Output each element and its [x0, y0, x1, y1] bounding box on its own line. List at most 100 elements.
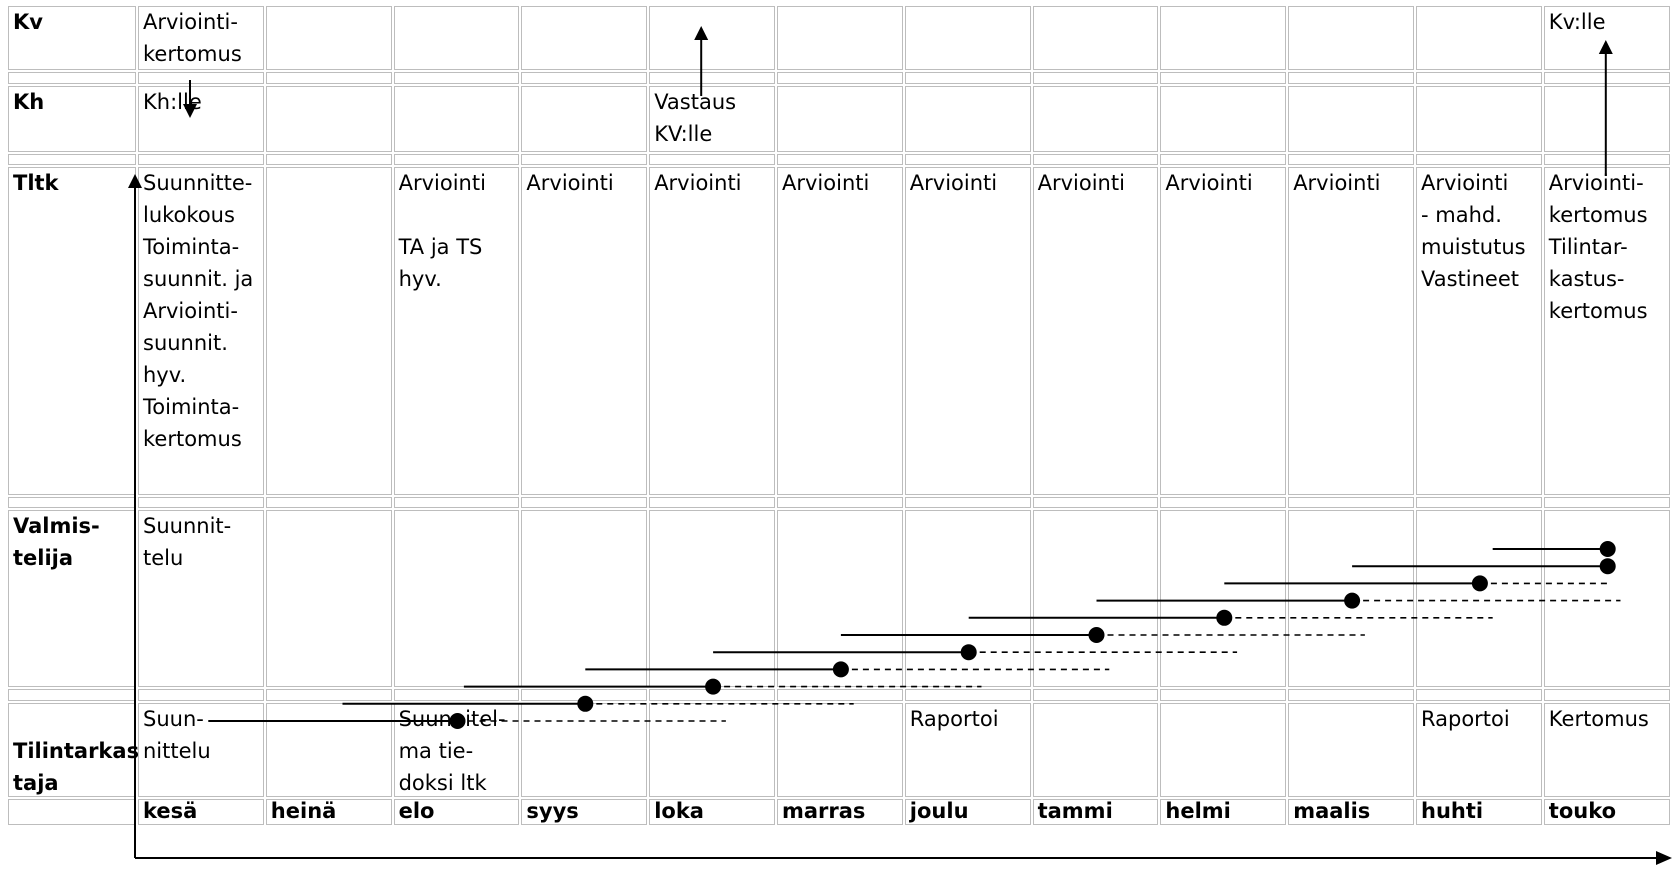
cell-tilintarkastaja-kesä: Suun-nittelu — [138, 703, 264, 797]
cell-tltk-joulu: Arviointi — [904, 167, 1031, 495]
cell-kh-kesä: Kh:lle — [138, 86, 264, 152]
cell-text: Arviointi — [909, 171, 998, 195]
cell-kh-syys — [521, 86, 648, 152]
cell-text: suunnit. — [143, 331, 228, 355]
row-label-text: taja — [13, 771, 59, 795]
cell-kv-elo — [393, 6, 520, 70]
month-label: maalis — [1293, 799, 1371, 823]
cell-text: kertomus — [143, 42, 242, 66]
month-label: elo — [398, 799, 435, 823]
cell-tltk-helmi: Arviointi — [1160, 167, 1287, 495]
month-label: touko — [1548, 799, 1617, 823]
row-label-text: Kh — [13, 90, 45, 114]
cell-kv-heinä — [265, 6, 392, 70]
month-label: kesä — [143, 799, 198, 823]
cell-text: - mahd. — [1421, 203, 1502, 227]
spacer-cell — [521, 497, 648, 508]
spacer-cell — [777, 154, 903, 165]
month-elo: elo — [393, 799, 520, 825]
cell-kv-kesä: Arviointi-kertomus — [138, 6, 264, 70]
cell-kh-elo — [393, 86, 520, 152]
spacer-cell — [1543, 689, 1670, 701]
row-label-kv: Kv — [8, 6, 136, 70]
row-label-text: Tilintarkas- — [13, 739, 148, 763]
cell-kv-huhti — [1416, 6, 1542, 70]
cell-tltk-marras: Arviointi — [777, 167, 903, 495]
cell-text: lukokous — [143, 203, 235, 227]
cell-text: telu — [143, 546, 184, 570]
month-label: tammi — [1037, 799, 1113, 823]
spacer-cell — [904, 154, 1031, 165]
spacer-label-cell — [8, 154, 136, 165]
spacer-cell — [265, 154, 392, 165]
spacer-cell — [521, 154, 648, 165]
spacer-cell — [1288, 72, 1414, 84]
arrow-kh-to-kv-head — [694, 26, 709, 40]
cell-kv-syys — [521, 6, 648, 70]
spacer-cell — [649, 497, 775, 508]
month-tammi: tammi — [1032, 799, 1159, 825]
cell-valmistelija-maalis — [1288, 510, 1414, 687]
cell-text: Arviointi — [1293, 171, 1381, 195]
cell-text: Arviointi — [398, 171, 486, 195]
spacer-cell — [521, 72, 648, 84]
timeline-dot — [832, 661, 849, 678]
spacer-cell — [904, 497, 1031, 508]
cell-text: doksi ltk — [398, 771, 487, 795]
cell-text: Arviointi — [654, 171, 742, 195]
timeline-dot — [960, 644, 977, 661]
row-label-text: Valmis- — [13, 514, 100, 538]
timeline-dot — [1599, 558, 1616, 575]
spacer-cell — [904, 72, 1031, 84]
spacer-cell — [777, 689, 903, 701]
cell-tilintarkastaja-joulu: Raportoi — [904, 703, 1031, 797]
spacer-cell — [1288, 154, 1414, 165]
spacer-cell — [265, 497, 392, 508]
month-helmi: helmi — [1160, 799, 1287, 825]
cell-text: Vastineet — [1421, 267, 1519, 291]
cell-tilintarkastaja-touko: Kertomus — [1543, 703, 1670, 797]
cell-kv-joulu — [904, 6, 1031, 70]
cell-text: Raportoi — [909, 707, 999, 731]
cell-text: Suun- — [143, 707, 204, 731]
cell-kh-tammi — [1032, 86, 1159, 152]
month-loka: loka — [649, 799, 775, 825]
spacer-cell — [1032, 689, 1159, 701]
spacer-cell — [1416, 689, 1542, 701]
spacer-cell — [1288, 497, 1414, 508]
arrow-kv-to-kh-head — [183, 104, 197, 118]
spacer-cell — [138, 497, 264, 508]
spacer-cell — [1032, 154, 1159, 165]
cell-kv-tammi — [1032, 6, 1159, 70]
cell-text: Arviointi — [526, 171, 614, 195]
cell-tilintarkastaja-huhti: Raportoi — [1416, 703, 1542, 797]
cell-text: KV:lle — [654, 122, 713, 146]
month-heinä: heinä — [265, 799, 392, 825]
spacer-cell — [138, 154, 264, 165]
row-label-text: Kv — [13, 10, 43, 34]
row-label-kh: Kh — [8, 86, 136, 152]
spacer-cell — [904, 689, 1031, 701]
month-label: joulu — [909, 799, 969, 823]
cell-tltk-maalis: Arviointi — [1288, 167, 1414, 495]
spacer-cell — [393, 689, 520, 701]
spacer-cell — [1288, 689, 1414, 701]
cell-text: Raportoi — [1421, 707, 1510, 731]
cell-tilintarkastaja-helmi — [1160, 703, 1287, 797]
spacer-cell — [1543, 497, 1670, 508]
month-label: huhti — [1421, 799, 1484, 823]
spacer-cell — [1160, 689, 1287, 701]
cell-text: suunnit. ja — [143, 267, 254, 291]
month-label: syys — [526, 799, 579, 823]
cell-tltk-tammi: Arviointi — [1032, 167, 1159, 495]
cell-kh-huhti — [1416, 86, 1542, 152]
month-axis-label-cell — [8, 799, 136, 825]
spacer-cell — [649, 154, 775, 165]
cell-kh-heinä — [265, 86, 392, 152]
cell-text: Vastaus — [654, 90, 737, 114]
spacer-cell — [393, 154, 520, 165]
cell-valmistelija-marras — [777, 510, 903, 687]
cell-kh-maalis — [1288, 86, 1414, 152]
cell-text: Arviointi — [782, 171, 870, 195]
